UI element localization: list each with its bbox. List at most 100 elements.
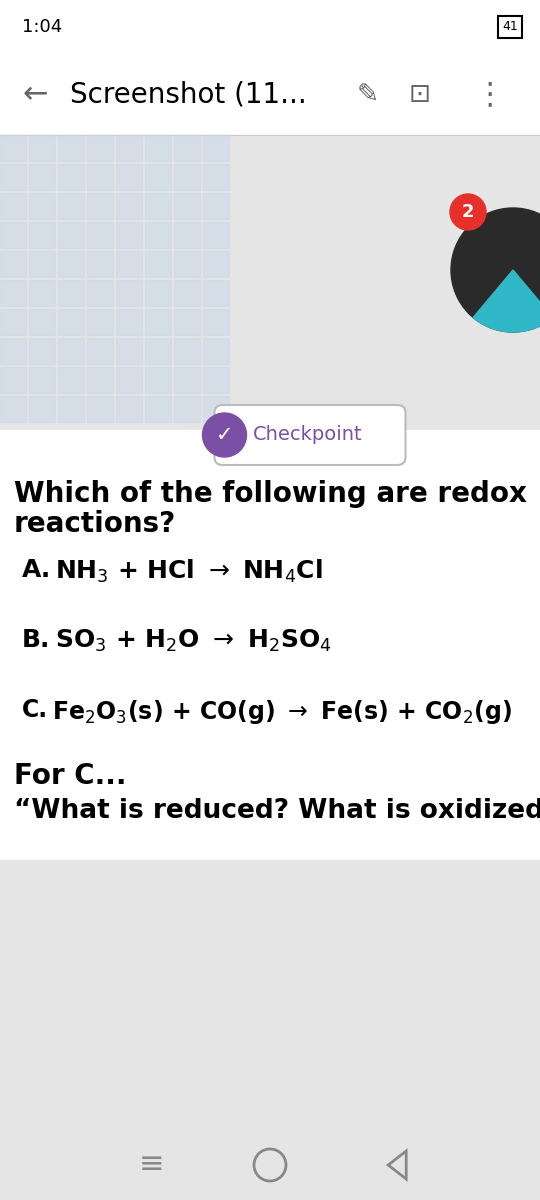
Bar — [29, 164, 55, 190]
Bar — [0, 430, 540, 860]
Bar — [29, 280, 55, 306]
Bar — [0, 396, 26, 422]
Bar — [203, 164, 229, 190]
Bar — [0, 367, 26, 392]
Bar — [203, 251, 229, 277]
Bar — [58, 134, 84, 161]
Text: ✎: ✎ — [357, 82, 379, 108]
Bar — [203, 193, 229, 218]
Bar — [0, 134, 540, 430]
Bar — [0, 280, 26, 306]
Bar — [174, 193, 200, 218]
FancyBboxPatch shape — [214, 404, 406, 464]
Text: For C...: For C... — [14, 762, 126, 790]
Bar — [29, 367, 55, 392]
Bar — [0, 860, 540, 1130]
Bar — [0, 55, 540, 134]
Text: Which of the following are redox: Which of the following are redox — [14, 480, 527, 508]
Bar — [0, 222, 26, 248]
Bar — [203, 280, 229, 306]
Bar — [174, 280, 200, 306]
Bar — [116, 308, 142, 335]
Bar — [29, 338, 55, 364]
Bar — [203, 367, 229, 392]
Bar — [0, 164, 26, 190]
Bar — [0, 0, 540, 55]
Bar — [174, 251, 200, 277]
Bar — [87, 308, 113, 335]
Text: 41: 41 — [502, 20, 518, 34]
Bar — [58, 251, 84, 277]
Text: ≡: ≡ — [138, 1151, 164, 1180]
Text: B.: B. — [22, 628, 50, 652]
Bar — [145, 134, 171, 161]
Bar — [116, 251, 142, 277]
Bar — [87, 193, 113, 218]
Bar — [87, 338, 113, 364]
Bar — [145, 367, 171, 392]
Bar — [145, 338, 171, 364]
Bar — [174, 396, 200, 422]
Text: ✓: ✓ — [216, 425, 233, 445]
Bar — [58, 193, 84, 218]
Bar — [29, 134, 55, 161]
Bar — [174, 308, 200, 335]
Bar — [203, 222, 229, 248]
Circle shape — [451, 208, 540, 332]
Bar — [87, 134, 113, 161]
Wedge shape — [473, 270, 540, 332]
Text: NH$_3$ + HCl $\rightarrow$ NH$_4$Cl: NH$_3$ + HCl $\rightarrow$ NH$_4$Cl — [55, 558, 323, 586]
Text: Checkpoint: Checkpoint — [253, 426, 362, 444]
Bar — [58, 308, 84, 335]
Bar — [29, 193, 55, 218]
Text: 1:04: 1:04 — [22, 18, 62, 36]
Bar — [0, 338, 26, 364]
Bar — [0, 251, 26, 277]
Bar — [58, 280, 84, 306]
Bar — [145, 193, 171, 218]
Text: “What is reduced? What is oxidized?”: “What is reduced? What is oxidized?” — [14, 798, 540, 824]
Bar — [87, 222, 113, 248]
Bar — [87, 280, 113, 306]
Bar — [58, 396, 84, 422]
Bar — [116, 396, 142, 422]
Text: A.: A. — [22, 558, 51, 582]
Bar — [29, 308, 55, 335]
Bar — [145, 251, 171, 277]
Bar — [145, 308, 171, 335]
Bar — [0, 308, 26, 335]
Bar — [0, 1130, 540, 1200]
Bar — [87, 367, 113, 392]
Bar — [87, 164, 113, 190]
Bar — [58, 222, 84, 248]
Bar — [116, 134, 142, 161]
Bar — [174, 134, 200, 161]
Circle shape — [202, 413, 246, 457]
Bar — [0, 193, 26, 218]
Bar — [116, 222, 142, 248]
Text: SO$_3$ + H$_2$O $\rightarrow$ H$_2$SO$_4$: SO$_3$ + H$_2$O $\rightarrow$ H$_2$SO$_4… — [55, 628, 332, 654]
Bar — [29, 222, 55, 248]
Bar — [145, 280, 171, 306]
Bar — [145, 164, 171, 190]
Bar — [116, 367, 142, 392]
Text: ⊡: ⊡ — [409, 82, 431, 108]
Bar — [174, 164, 200, 190]
Circle shape — [450, 194, 486, 230]
Text: Fe$_2$O$_3$(s) + CO(g) $\rightarrow$ Fe(s) + CO$_2$(g): Fe$_2$O$_3$(s) + CO(g) $\rightarrow$ Fe(… — [52, 698, 512, 726]
Bar — [58, 367, 84, 392]
Bar — [203, 338, 229, 364]
Bar — [58, 338, 84, 364]
Bar — [145, 396, 171, 422]
Text: ←: ← — [22, 80, 48, 109]
Bar — [203, 396, 229, 422]
Bar — [116, 338, 142, 364]
Text: 2: 2 — [462, 203, 474, 221]
Bar — [116, 193, 142, 218]
Bar — [145, 222, 171, 248]
Bar — [174, 367, 200, 392]
Bar — [203, 308, 229, 335]
Bar — [174, 338, 200, 364]
Text: C.: C. — [22, 698, 48, 722]
Bar — [87, 251, 113, 277]
